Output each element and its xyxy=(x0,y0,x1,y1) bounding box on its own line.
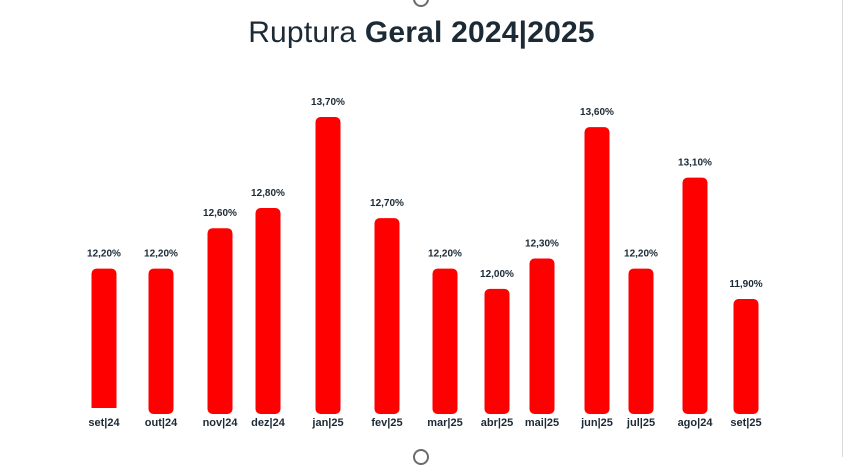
x-tick-label: mai|25 xyxy=(525,417,559,429)
value-label: 13,70% xyxy=(311,97,345,108)
value-label: 13,10% xyxy=(678,158,712,169)
bar-ago-24 xyxy=(682,177,708,414)
x-tick-label: set|24 xyxy=(88,417,120,429)
bar-jan-25 xyxy=(315,117,341,414)
bar-mai-25 xyxy=(529,258,555,414)
value-label: 12,20% xyxy=(624,249,658,260)
value-label: 12,30% xyxy=(525,239,559,250)
x-tick-label: ago|24 xyxy=(678,417,714,429)
bar-set-24 xyxy=(91,268,117,414)
value-label: 13,60% xyxy=(580,107,614,118)
bar-dez-24 xyxy=(255,207,281,414)
bar-mar-25 xyxy=(432,268,458,414)
value-label: 12,20% xyxy=(428,249,462,260)
value-label: 12,70% xyxy=(370,198,404,209)
bar-jun-25 xyxy=(584,127,610,415)
baseline-cover xyxy=(0,408,842,416)
x-tick-label: jul|25 xyxy=(626,417,655,429)
x-tick-label: jan|25 xyxy=(311,417,343,429)
bar-set-25 xyxy=(733,298,759,414)
x-tick-label: fev|25 xyxy=(371,417,402,429)
chart-title-light: Ruptura xyxy=(248,16,357,49)
chart-title: Ruptura Geral 2024|2025 xyxy=(0,16,843,50)
resize-handle-bottom[interactable] xyxy=(413,449,429,465)
x-tick-label: dez|24 xyxy=(251,417,286,429)
value-label: 12,20% xyxy=(87,249,121,260)
bar-out-24 xyxy=(148,268,174,414)
x-tick-label: set|25 xyxy=(730,417,761,429)
value-label: 12,00% xyxy=(480,269,514,280)
value-label: 12,60% xyxy=(203,208,237,219)
bar-jul-25 xyxy=(628,268,654,414)
value-label: 11,90% xyxy=(729,279,762,290)
x-tick-label: abr|25 xyxy=(481,417,513,429)
x-tick-label: jun|25 xyxy=(580,417,613,429)
x-tick-label: nov|24 xyxy=(203,417,239,429)
x-tick-label: out|24 xyxy=(145,417,178,429)
x-tick-label: mar|25 xyxy=(427,417,463,429)
chart-title-bold: Geral 2024|2025 xyxy=(364,16,595,49)
bar-abr-25 xyxy=(484,288,510,414)
bar-fev-25 xyxy=(374,218,400,414)
value-label: 12,20% xyxy=(144,249,178,260)
value-label: 12,80% xyxy=(251,188,285,199)
bar-nov-24 xyxy=(207,228,233,414)
